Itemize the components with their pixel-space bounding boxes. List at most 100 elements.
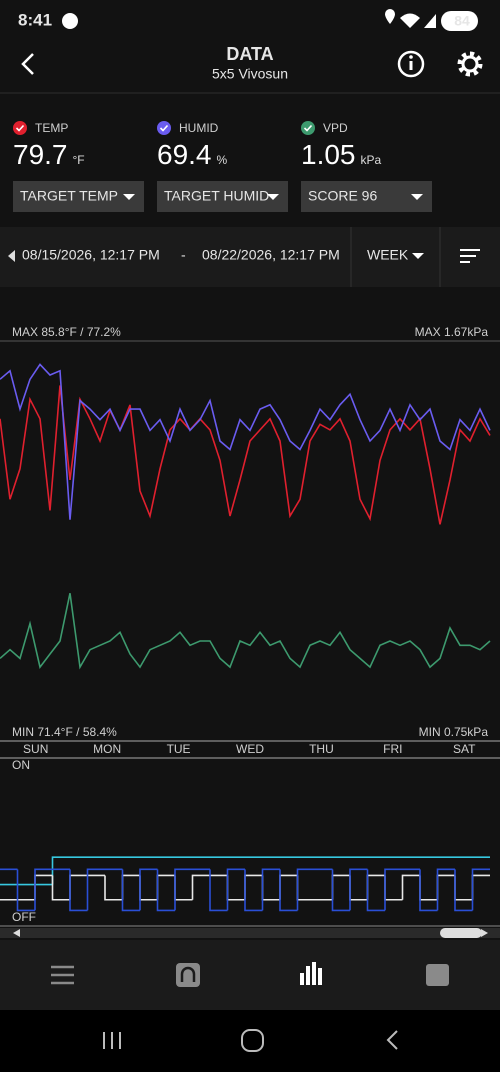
step-segment bbox=[86, 868, 105, 911]
nav-auto-glyph bbox=[180, 966, 196, 982]
reading-unit: % bbox=[217, 153, 228, 167]
legend-check bbox=[159, 124, 169, 132]
x-tick-label: WED bbox=[236, 742, 264, 756]
selector[interactable] bbox=[13, 181, 144, 212]
step-segment bbox=[261, 868, 280, 911]
scroll-arrow[interactable] bbox=[481, 929, 488, 937]
dropdown-arrow bbox=[411, 194, 423, 200]
step-segment bbox=[69, 869, 88, 912]
step-segment bbox=[156, 869, 175, 912]
step-segment bbox=[244, 869, 263, 912]
step-segment bbox=[121, 869, 140, 912]
reading-value: 1.05 bbox=[301, 139, 356, 170]
legend-dot bbox=[301, 121, 315, 135]
y-tick-label: ON bbox=[12, 758, 30, 772]
selector-label: TARGET HUMID bbox=[164, 188, 269, 204]
min-label: MIN 0.75kPa bbox=[419, 725, 489, 739]
legend-check bbox=[303, 124, 313, 132]
dynamic: TEMP 79.7 °F HUMID 69.4 % VPD 1.05 kPa TARGET TEM… bbox=[0, 121, 491, 924]
bottom-nav bbox=[0, 940, 500, 1010]
back-button[interactable] bbox=[21, 53, 34, 75]
selector[interactable] bbox=[157, 181, 288, 212]
step-segment bbox=[349, 868, 368, 911]
nav-controls[interactable] bbox=[51, 965, 74, 985]
nav-auto[interactable] bbox=[176, 963, 200, 987]
clock: 8:41 bbox=[18, 10, 52, 29]
x-tick-label: SAT bbox=[453, 742, 476, 756]
min-label: MIN 71.4°F / 58.4% bbox=[12, 725, 117, 739]
step-segment bbox=[191, 874, 210, 900]
signal-icon bbox=[424, 14, 436, 28]
reading-value: 69.4 bbox=[157, 139, 212, 170]
range-start[interactable]: 08/15/2026, 12:17 PM bbox=[22, 247, 160, 263]
nav-log[interactable] bbox=[426, 964, 449, 986]
step-segment bbox=[209, 869, 228, 912]
reading: 1.05 kPa bbox=[301, 139, 382, 170]
selector[interactable] bbox=[301, 181, 432, 212]
reading-value: 79.7 bbox=[13, 139, 68, 170]
step-segment bbox=[139, 868, 158, 911]
settings-button[interactable] bbox=[457, 51, 483, 77]
y-tick-label: OFF bbox=[12, 910, 36, 924]
max-label: MAX 1.67kPa bbox=[415, 325, 489, 339]
step-segment bbox=[226, 868, 245, 911]
scrollbar-thumb[interactable] bbox=[440, 928, 482, 938]
nav-data[interactable] bbox=[300, 962, 322, 985]
system-nav bbox=[0, 1010, 500, 1072]
dropdown-arrow bbox=[412, 253, 424, 259]
step-segment bbox=[401, 874, 420, 900]
step-segment bbox=[436, 868, 455, 911]
info-button[interactable] bbox=[397, 50, 425, 78]
header-title: DATA bbox=[226, 44, 273, 64]
location-icon bbox=[385, 9, 395, 24]
recent-apps[interactable] bbox=[103, 1032, 121, 1049]
reading: 69.4% bbox=[157, 139, 228, 170]
scrollbar[interactable] bbox=[0, 928, 500, 938]
max-label: MAX 85.8°F / 77.2% bbox=[12, 325, 121, 339]
selector-label: TARGET TEMP bbox=[20, 188, 118, 204]
selector-label: SCORE 96 bbox=[308, 188, 377, 204]
step-segment bbox=[51, 875, 70, 901]
step-segment bbox=[34, 868, 53, 911]
wifi-icon bbox=[400, 13, 420, 28]
step-segment bbox=[174, 868, 193, 911]
legend-label: VPD bbox=[323, 121, 348, 135]
step-segment bbox=[419, 869, 438, 912]
step-segment bbox=[279, 869, 298, 912]
battery bbox=[441, 11, 478, 31]
battery-level: 84 bbox=[454, 13, 470, 29]
step-segment bbox=[471, 868, 490, 911]
home-button[interactable] bbox=[241, 1029, 264, 1052]
legend-dot bbox=[13, 121, 27, 135]
step-segment bbox=[384, 868, 403, 911]
range-separator: - bbox=[181, 247, 186, 263]
sort-button[interactable] bbox=[460, 249, 480, 263]
x-tick-label: THU bbox=[309, 742, 334, 756]
period-dropdown[interactable]: WEEK bbox=[367, 247, 409, 263]
x-tick-label: FRI bbox=[383, 742, 402, 756]
reading-unit: °F bbox=[73, 153, 85, 167]
reading: 79.7 °F bbox=[13, 139, 85, 170]
scroll-arrow[interactable] bbox=[13, 929, 20, 937]
dropdown-arrow bbox=[123, 194, 135, 200]
data-line bbox=[0, 593, 491, 670]
data-line bbox=[0, 363, 491, 520]
step-segment bbox=[331, 869, 350, 912]
x-tick-label: SUN bbox=[23, 742, 48, 756]
step-segment bbox=[16, 869, 35, 912]
step-segment bbox=[104, 875, 123, 901]
x-tick-label: TUE bbox=[167, 742, 191, 756]
step-segment bbox=[296, 868, 315, 911]
legend-dot bbox=[157, 121, 171, 135]
system-back[interactable] bbox=[386, 1030, 398, 1050]
scroll-left[interactable] bbox=[8, 250, 15, 262]
range-end[interactable]: 08/22/2026, 12:17 PM bbox=[202, 247, 340, 263]
step-segment bbox=[454, 869, 473, 912]
header-subtitle: 5x5 Vivosun bbox=[212, 66, 288, 82]
x-tick-label: MON bbox=[93, 742, 121, 756]
legend-check bbox=[15, 124, 25, 132]
messenger-icon bbox=[62, 13, 78, 29]
